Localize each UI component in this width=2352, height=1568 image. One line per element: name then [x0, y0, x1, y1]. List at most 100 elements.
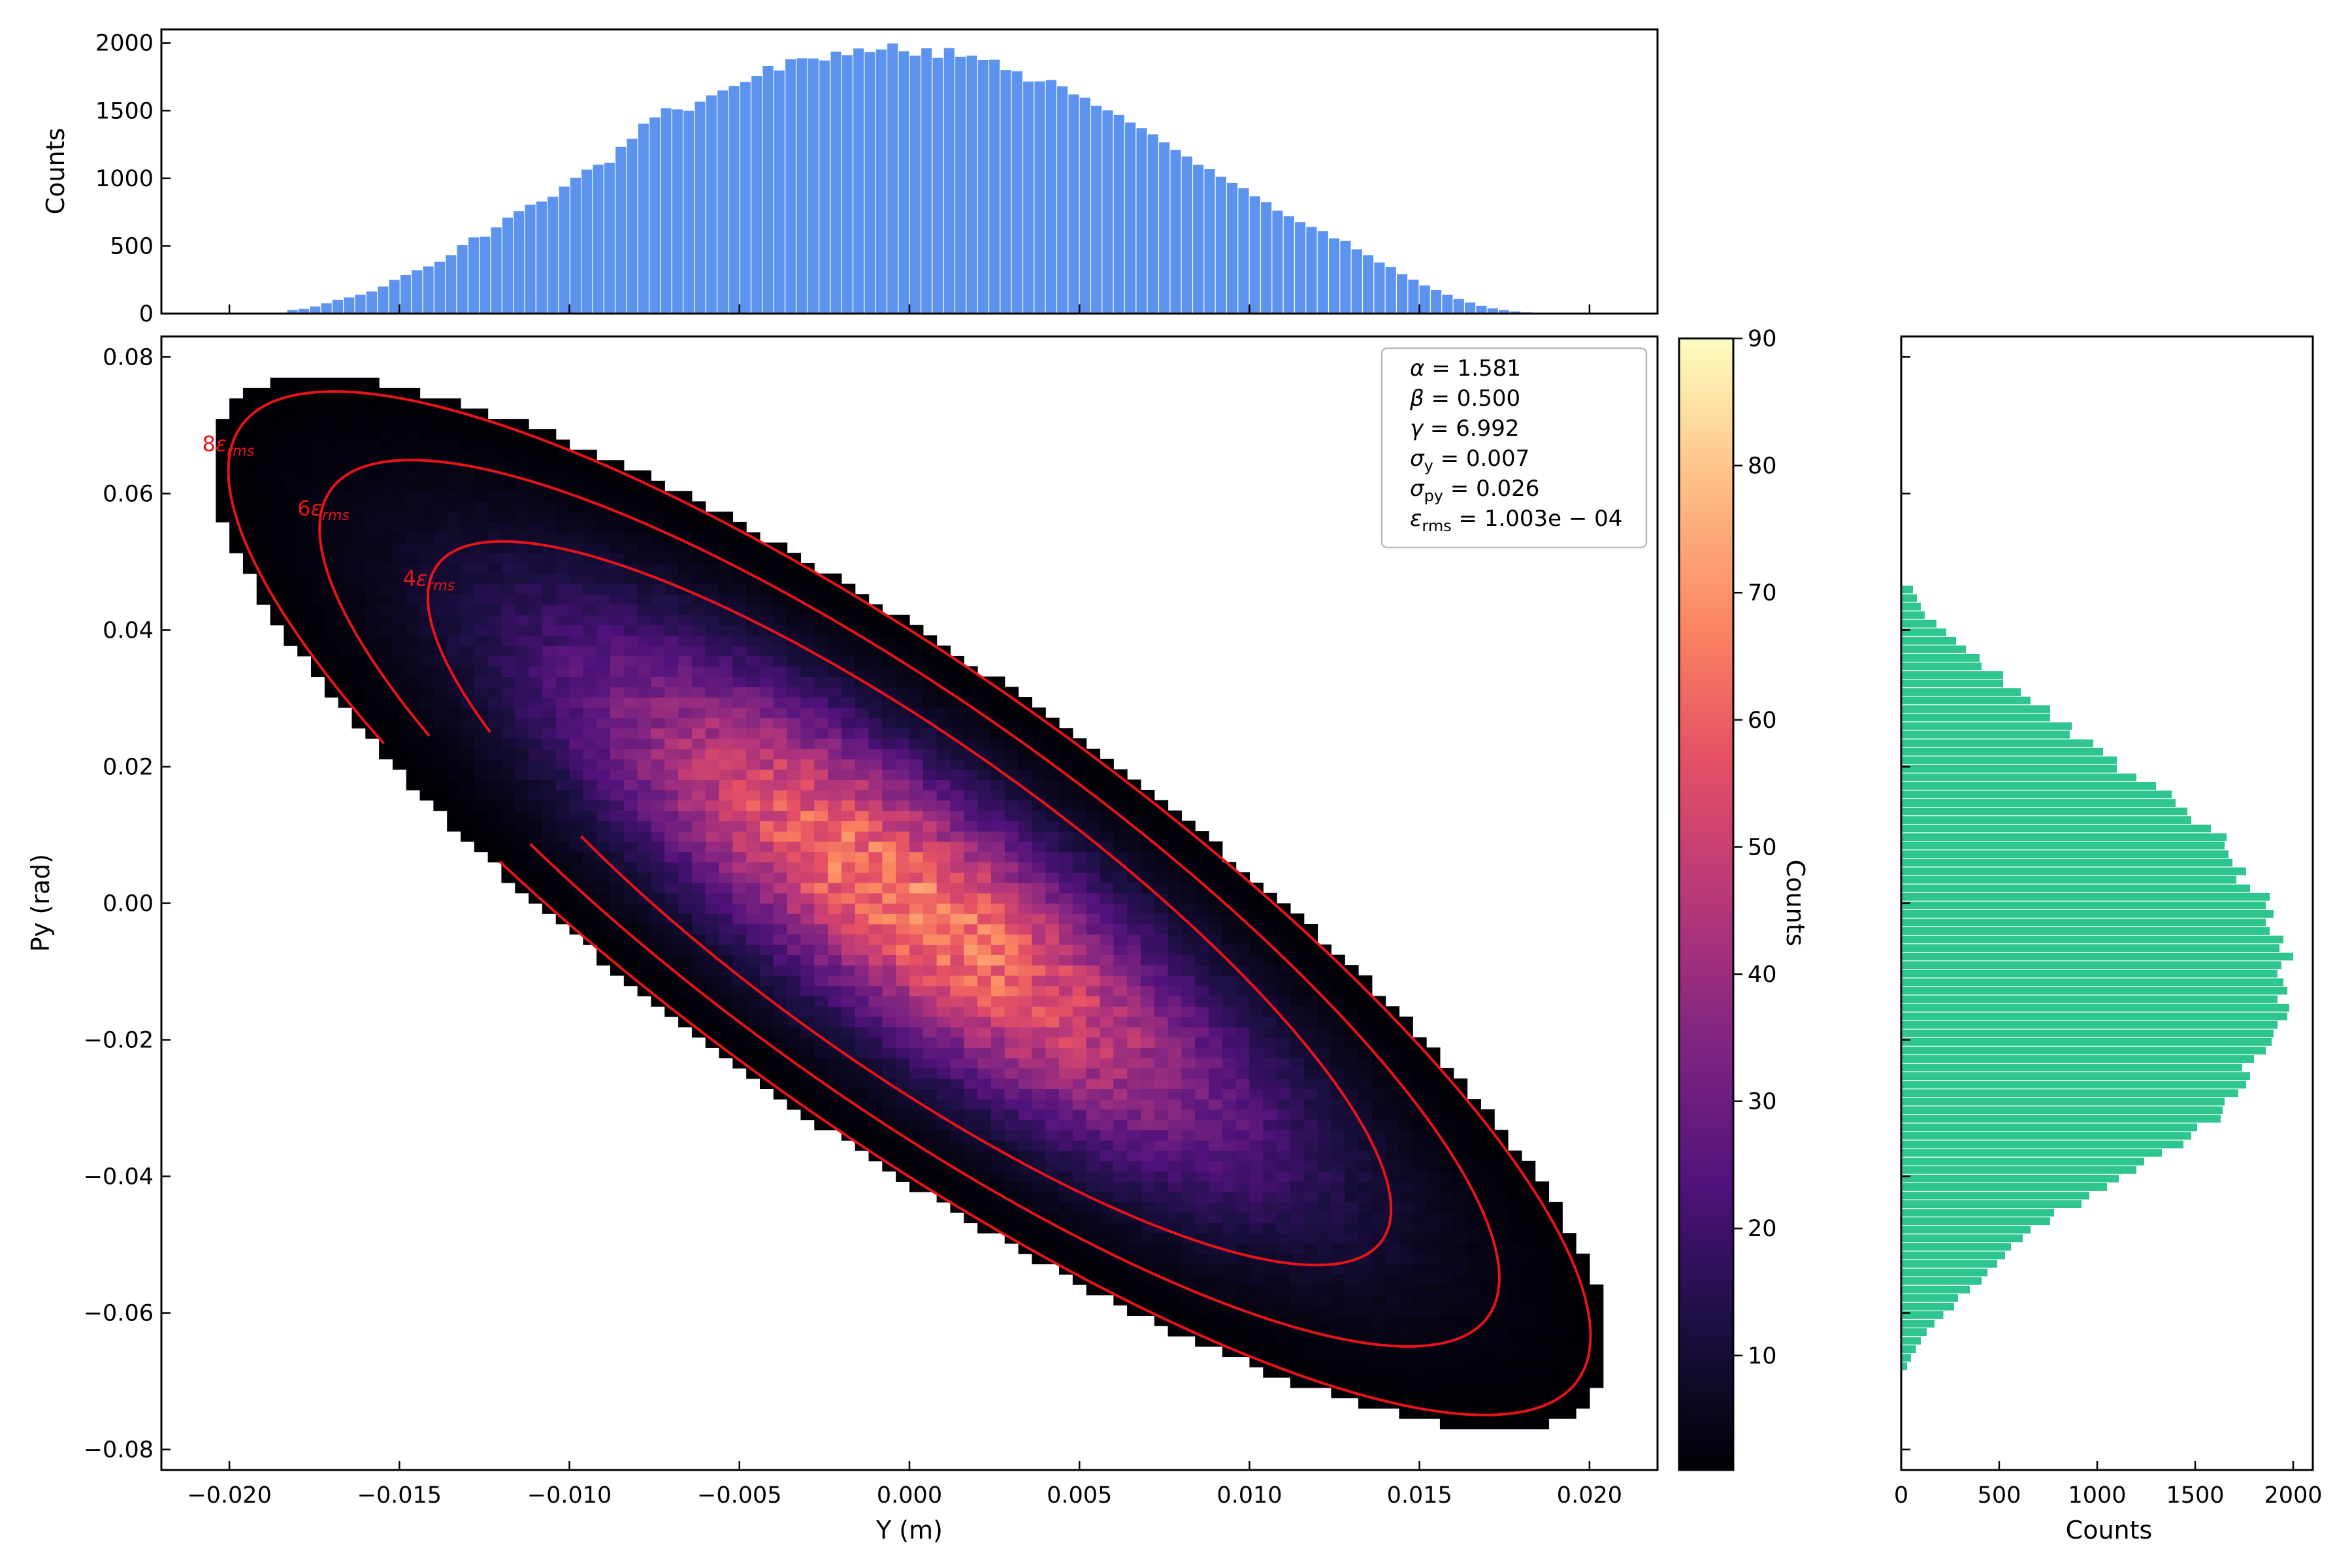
heatmap-cell: [555, 635, 570, 646]
heatmap-cell: [542, 594, 557, 605]
heatmap-cell: [583, 738, 597, 749]
heatmap-cell: [1059, 1130, 1073, 1141]
heatmap-cell: [719, 583, 733, 595]
heatmap-cell: [882, 810, 896, 821]
heatmap-cell: [1439, 1088, 1454, 1100]
heatmap-cell: [1371, 1284, 1386, 1296]
heatmap-cell: [637, 924, 652, 935]
heatmap-cell: [610, 790, 625, 801]
py-histogram-bar: [1901, 1157, 2144, 1166]
heatmap-cell: [1399, 1335, 1413, 1347]
heatmap-cell: [651, 831, 665, 842]
heatmap-cell: [868, 944, 883, 955]
heatmap-cell: [1100, 1140, 1114, 1151]
heatmap-cell: [1453, 1397, 1468, 1409]
heatmap-cell: [1453, 1119, 1468, 1131]
heatmap-cell: [1426, 1315, 1441, 1326]
heatmap-cell: [841, 841, 856, 853]
heatmap-cell: [773, 728, 788, 739]
heatmap-cell: [841, 697, 856, 708]
heatmap-cell: [773, 882, 788, 894]
heatmap-cell: [1562, 1326, 1576, 1337]
heatmap-cell: [529, 470, 543, 482]
heatmap-cell: [841, 645, 856, 657]
heatmap-cell: [964, 821, 978, 832]
heatmap-cell: [868, 655, 883, 667]
heatmap-cell: [746, 790, 760, 801]
heatmap-cell: [515, 759, 529, 770]
heatmap-cell: [1086, 892, 1101, 904]
heatmap-cell: [1032, 841, 1046, 853]
heatmap-cell: [1045, 955, 1060, 966]
heatmap-cell: [1331, 1099, 1345, 1110]
heatmap-cell: [705, 573, 720, 585]
heatmap-cell: [1072, 1037, 1087, 1048]
heatmap-cell: [433, 532, 448, 544]
heatmap-cell: [773, 862, 788, 873]
heatmap-cell: [569, 583, 583, 595]
heatmap-cell: [1140, 800, 1155, 811]
heatmap-cell: [1494, 1356, 1509, 1367]
py-histogram-bar: [1901, 987, 2287, 995]
heatmap-cell: [1535, 1335, 1550, 1347]
heatmap-cell: [1439, 1367, 1454, 1378]
heatmap-cell: [1018, 1119, 1032, 1131]
heatmap-cell: [651, 821, 665, 832]
heatmap-cell: [882, 913, 896, 924]
heatmap-cell: [1317, 1006, 1331, 1017]
heatmap-cell: [828, 800, 842, 811]
heatmap-cell: [1467, 1315, 1481, 1326]
py-histogram-tick-label: 1500: [2166, 1482, 2224, 1509]
heatmap-cell: [555, 892, 570, 904]
heatmap-cell: [1277, 1264, 1291, 1275]
heatmap-cell: [501, 821, 515, 832]
heatmap-cell: [596, 748, 611, 760]
heatmap-cell: [909, 862, 924, 873]
heatmap-cell: [392, 625, 407, 636]
heatmap-cell: [542, 717, 557, 728]
heatmap-cell: [814, 841, 828, 853]
heatmap-cell: [923, 1088, 938, 1100]
heatmap-cell: [1345, 1140, 1359, 1151]
heatmap-cell: [623, 955, 638, 966]
heatmap-cell: [705, 975, 720, 987]
heatmap-cell: [311, 553, 325, 564]
heatmap-cell: [950, 748, 964, 760]
heatmap-cell: [773, 810, 788, 821]
heatmap-cell: [1181, 1222, 1196, 1233]
heatmap-cell: [773, 717, 788, 728]
heatmap-cell: [896, 759, 910, 770]
heatmap-cell: [828, 882, 842, 894]
heatmap-cell: [1059, 934, 1073, 945]
heatmap-cell: [555, 666, 570, 678]
heatmap-cell: [1453, 1326, 1468, 1337]
py-histogram-bar: [1901, 764, 2117, 773]
heatmap-cell: [705, 655, 720, 667]
heatmap-cell: [746, 728, 760, 739]
heatmap-cell: [623, 821, 638, 832]
heatmap-cell: [1480, 1140, 1495, 1151]
heatmap-cell: [1113, 1284, 1128, 1296]
heatmap-cell: [746, 831, 760, 842]
heatmap-cell: [1209, 1058, 1223, 1069]
heatmap-cell: [1127, 1006, 1141, 1017]
heatmap-cell: [1589, 1356, 1604, 1367]
heatmap-cell: [1385, 1078, 1400, 1090]
heatmap-cell: [950, 1151, 964, 1162]
heatmap-cell: [555, 687, 570, 698]
heatmap-cell: [555, 449, 570, 461]
heatmap-cell: [1032, 1222, 1046, 1233]
heatmap-cell: [841, 594, 856, 605]
heatmap-cell: [705, 707, 720, 719]
heatmap-cell: [760, 1026, 774, 1038]
heatmap-cell: [1154, 1151, 1169, 1162]
heatmap-cell: [1480, 1418, 1495, 1429]
heatmap-cell: [1018, 1047, 1032, 1058]
heatmap-cell: [365, 532, 380, 544]
heatmap-cell: [555, 655, 570, 667]
heatmap-cell: [1059, 1068, 1073, 1079]
emittance-ellipses: [227, 390, 1592, 1416]
heatmap-cell: [392, 542, 407, 553]
heatmap-cell: [1018, 944, 1032, 955]
heatmap-cell: [610, 666, 625, 678]
